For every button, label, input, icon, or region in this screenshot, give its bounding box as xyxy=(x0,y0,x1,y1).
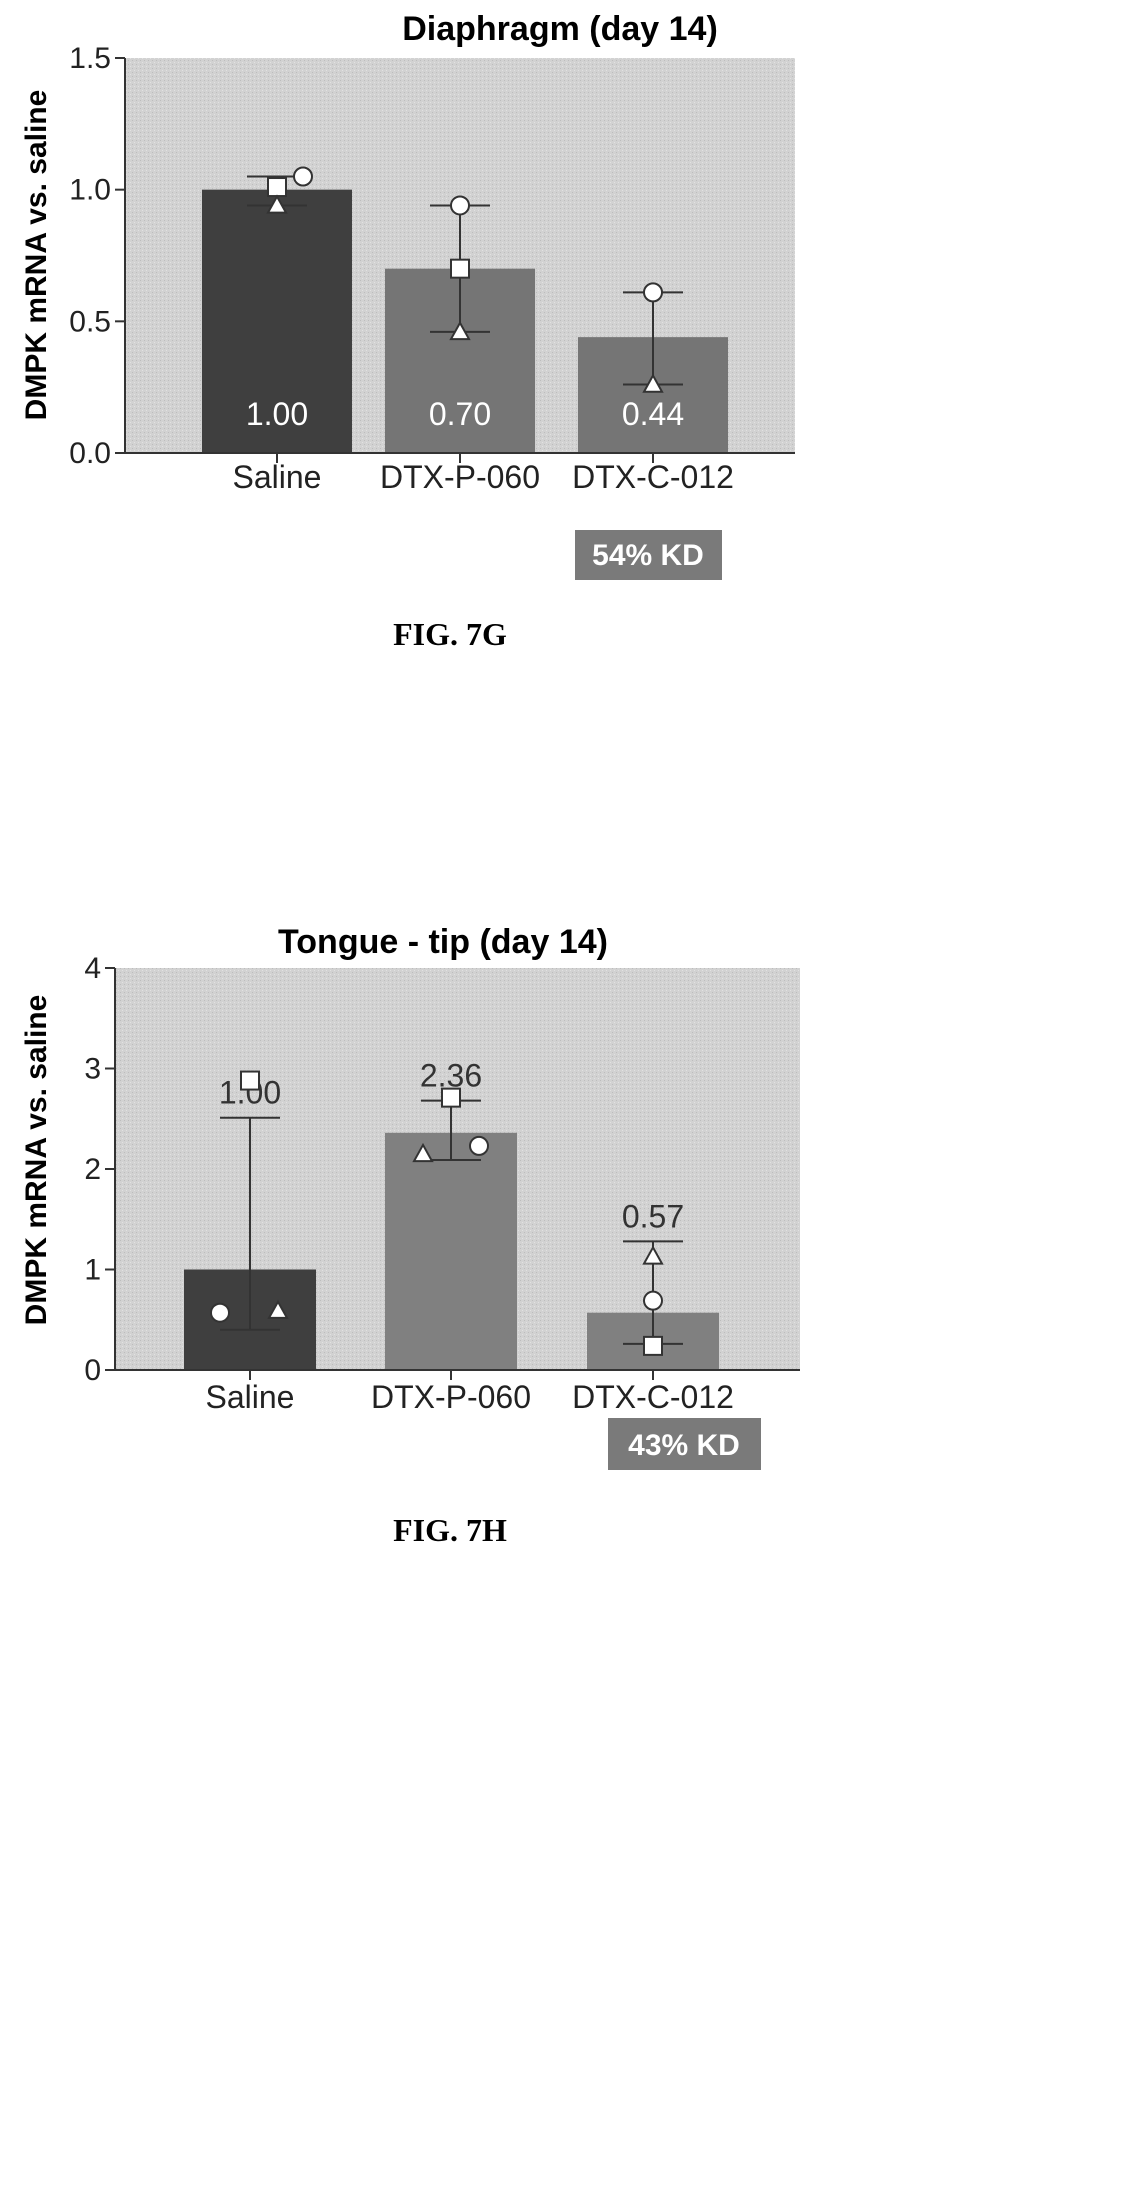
data-point-square xyxy=(643,1335,663,1356)
data-point-circle xyxy=(293,166,313,187)
value-label: 1.00 xyxy=(246,396,308,432)
category-label: Saline xyxy=(206,1379,295,1415)
y-tick-label: 1.0 xyxy=(69,174,111,207)
y-tick-label: 1 xyxy=(84,1254,101,1287)
y-axis-label: DMPK mRNA vs. saline xyxy=(20,995,53,1326)
data-point-square xyxy=(450,258,470,279)
chart-title: Tongue - tip (day 14) xyxy=(278,923,608,961)
y-tick-label: 2 xyxy=(84,1153,101,1186)
data-point-triangle xyxy=(412,1142,434,1163)
data-point-circle xyxy=(643,1290,663,1311)
data-point-circle xyxy=(450,195,470,216)
data-point-triangle xyxy=(642,1245,664,1265)
value-label: 0.44 xyxy=(622,396,684,432)
chart-marks: 1.00 2.360.57 xyxy=(184,1058,719,1370)
category-label: DTX-P-060 xyxy=(371,1379,531,1415)
category-label: Saline xyxy=(233,459,322,495)
y-axis-ticks: 0 1 2 3 4 Saline DTX-P-060 DTX-C-012 xyxy=(84,952,734,1415)
y-tick-label: 4 xyxy=(84,952,101,985)
value-label: 0.70 xyxy=(429,396,491,432)
y-axis-ticks: 0.0 0.5 1.0 1.5 Saline DTX-P-060 DTX-C-012 xyxy=(69,42,734,495)
data-point-circle xyxy=(643,282,663,303)
data-point-square xyxy=(441,1087,461,1108)
knockdown-badge-text: 54% KD xyxy=(592,539,704,572)
y-tick-label: 0.0 xyxy=(69,437,111,470)
value-label: 0.57 xyxy=(622,1198,684,1234)
data-point-triangle xyxy=(449,320,471,341)
chart-marks: 1.00 0.70 0.44 xyxy=(202,166,728,453)
knockdown-badge-text: 43% KD xyxy=(628,1429,740,1462)
data-point-square xyxy=(267,177,287,198)
data-point-triangle xyxy=(267,1299,289,1319)
data-point-triangle xyxy=(642,373,664,393)
data-point-square xyxy=(240,1070,260,1091)
tongue-tip-chart: Tongue - tip (day 14) DMPK mRNA vs. sali… xyxy=(20,923,800,1548)
y-tick-label: 1.5 xyxy=(69,42,111,75)
data-point-triangle xyxy=(266,194,288,214)
bar-saline xyxy=(202,189,352,453)
data-point-circle xyxy=(210,1302,230,1323)
chart-title: Diaphragm (day 14) xyxy=(402,10,718,48)
category-label: DTX-P-060 xyxy=(380,459,540,495)
category-label: DTX-C-012 xyxy=(572,1379,734,1415)
y-tick-label: 0.5 xyxy=(69,305,111,338)
y-tick-label: 3 xyxy=(84,1053,101,1086)
figure-caption: FIG. 7H xyxy=(393,1512,507,1548)
figure-caption: FIG. 7G xyxy=(393,616,507,652)
category-label: DTX-C-012 xyxy=(572,459,734,495)
y-axis-label: DMPK mRNA vs. saline xyxy=(20,90,53,421)
y-tick-label: 0 xyxy=(84,1354,101,1387)
knockdown-badge xyxy=(575,530,722,580)
diaphragm-chart: Diaphragm (day 14) DMPK mRNA vs. saline … xyxy=(20,10,795,652)
bar-dtx-p-060 xyxy=(385,1132,517,1370)
data-point-circle xyxy=(469,1135,489,1156)
knockdown-badge xyxy=(608,1418,761,1470)
